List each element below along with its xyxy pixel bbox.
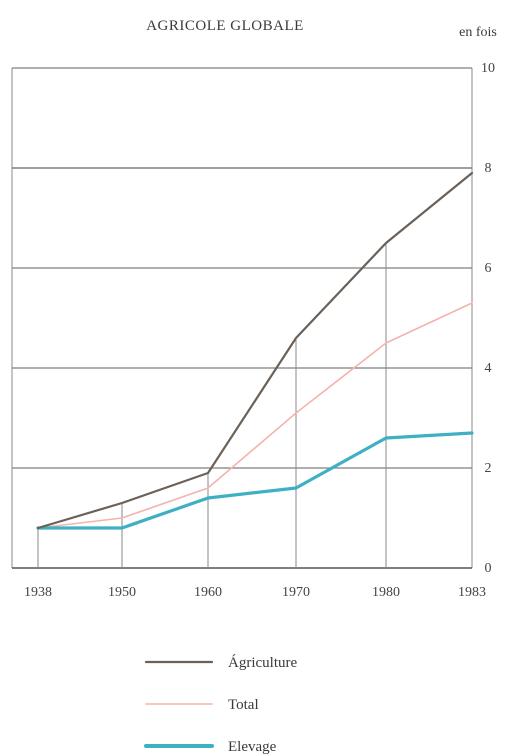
series-line-total (37, 302, 473, 529)
legend-label-agriculture: Ágriculture (228, 654, 297, 671)
y-tick-label: 6 (485, 261, 492, 276)
series-lines (36, 171, 474, 530)
unit-label: en fois (459, 25, 497, 40)
x-tick-label: 1960 (194, 585, 222, 600)
y-tick-label: 8 (485, 161, 492, 176)
x-tick-label: 1980 (372, 585, 400, 600)
y-tick-label: 4 (485, 361, 492, 376)
chart-title: AGRICOLE GLOBALE (146, 18, 304, 34)
x-tick-label: 1970 (282, 585, 310, 600)
year-drop-lines (37, 243, 387, 568)
x-tick-label: 1938 (24, 585, 52, 600)
y-tick-label: 0 (485, 561, 492, 576)
legend-label-elevage: Elevage (228, 739, 277, 755)
x-tick-label: 1950 (108, 585, 136, 600)
y-tick-label: 2 (485, 461, 492, 476)
x-axis-ticks: 1938 1950 1960 1970 1980 1983 (24, 585, 486, 600)
series-line-agriculture (36, 171, 474, 530)
y-tick-label: 10 (481, 61, 495, 76)
legend-label-total: Total (228, 697, 259, 713)
y-axis-ticks: 0 2 4 6 8 10 (481, 61, 495, 576)
series-line-elevage (36, 431, 474, 530)
grid (11, 67, 473, 569)
legend: Ágriculture Total Elevage (144, 654, 297, 755)
x-tick-label: 1983 (458, 585, 486, 600)
